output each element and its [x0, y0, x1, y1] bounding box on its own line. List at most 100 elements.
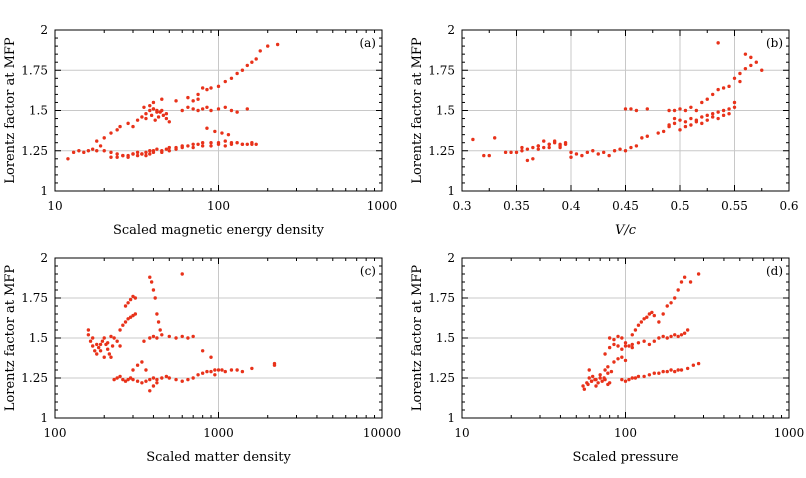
data-point [607, 381, 612, 385]
y-tick-label: 1 [447, 411, 455, 425]
data-point [623, 358, 628, 363]
data-point [667, 108, 671, 113]
data-point [749, 55, 753, 60]
data-point [603, 352, 607, 356]
y-tick-label: 1 [447, 184, 455, 198]
data-point [727, 84, 731, 89]
data-point [542, 139, 546, 143]
data-point [186, 377, 190, 382]
data-point [128, 297, 133, 302]
data-point [180, 334, 184, 339]
data-point [590, 374, 595, 379]
data-point [623, 341, 628, 345]
data-point [612, 360, 616, 364]
data-point [209, 369, 213, 374]
data-point [596, 381, 600, 385]
data-point [191, 107, 195, 111]
data-point [493, 136, 497, 140]
data-point [126, 317, 130, 321]
data-point [216, 142, 221, 147]
data-point [213, 368, 217, 372]
data-point [645, 315, 649, 319]
data-point [673, 296, 677, 300]
data-point [594, 377, 598, 382]
data-point [216, 84, 221, 89]
data-points [86, 272, 277, 393]
data-point [95, 352, 99, 356]
data-point [569, 155, 573, 159]
data-point [160, 150, 164, 155]
data-point [235, 110, 239, 114]
data-point [126, 155, 130, 159]
data-point [156, 115, 161, 119]
y-axis-label: Lorentz factor at MFP [410, 37, 425, 184]
y-tick-label: 1.75 [21, 291, 48, 305]
data-point [254, 142, 258, 147]
data-point [620, 336, 624, 340]
data-point [642, 374, 646, 379]
data-point [525, 158, 530, 163]
data-point [679, 333, 684, 337]
data-point [536, 144, 540, 148]
data-point [645, 134, 649, 138]
data-point [140, 381, 144, 385]
data-point [86, 328, 91, 332]
data-point [149, 280, 154, 284]
data-point [109, 155, 113, 159]
data-point [634, 108, 639, 113]
data-point [582, 387, 587, 391]
data-point [229, 142, 234, 147]
data-point [623, 379, 628, 383]
data-point [636, 323, 641, 327]
data-point [656, 131, 660, 135]
data-point [151, 288, 156, 292]
y-tick-label: 1.25 [21, 144, 48, 158]
data-point [144, 112, 148, 116]
data-point [586, 382, 590, 387]
data-point [135, 118, 140, 122]
data-point [673, 333, 677, 337]
data-point [607, 345, 612, 350]
data-point [754, 60, 758, 64]
data-point [705, 97, 709, 101]
data-point [155, 147, 159, 151]
data-point [98, 349, 103, 353]
data-point [95, 149, 99, 153]
data-point [196, 142, 200, 147]
data-point [167, 149, 171, 153]
data-point [144, 150, 148, 155]
data-point [131, 124, 135, 129]
data-point [135, 150, 140, 155]
data-point [191, 376, 195, 380]
data-point [112, 336, 116, 340]
data-point [109, 355, 113, 359]
data-point [629, 145, 633, 150]
data-point [153, 296, 157, 300]
data-point [672, 121, 677, 126]
data-point [223, 105, 227, 109]
data-point [667, 123, 671, 127]
panel-label: (c) [360, 264, 376, 278]
data-point [657, 371, 661, 375]
data-point [678, 107, 682, 111]
data-point [140, 115, 144, 119]
data-point [148, 275, 152, 279]
data-point [678, 118, 682, 122]
data-point [223, 139, 227, 143]
data-point [121, 323, 125, 327]
data-point [630, 345, 634, 350]
data-point [640, 136, 644, 140]
data-point [696, 361, 701, 366]
data-point [665, 336, 669, 340]
data-point [205, 126, 209, 130]
data-point [683, 124, 688, 129]
data-point [160, 376, 164, 380]
panel-3: 100 1000 10000 1 1.25 1.5 1.75 2 Scaled matter d… [3, 251, 401, 465]
y-tick-label: 2 [447, 251, 455, 265]
data-point [151, 150, 156, 155]
data-point [245, 142, 249, 147]
data-point [711, 115, 715, 119]
data-point [118, 374, 122, 379]
x-axis-label: Scaled magnetic energy density [113, 223, 325, 238]
data-point [616, 344, 620, 348]
